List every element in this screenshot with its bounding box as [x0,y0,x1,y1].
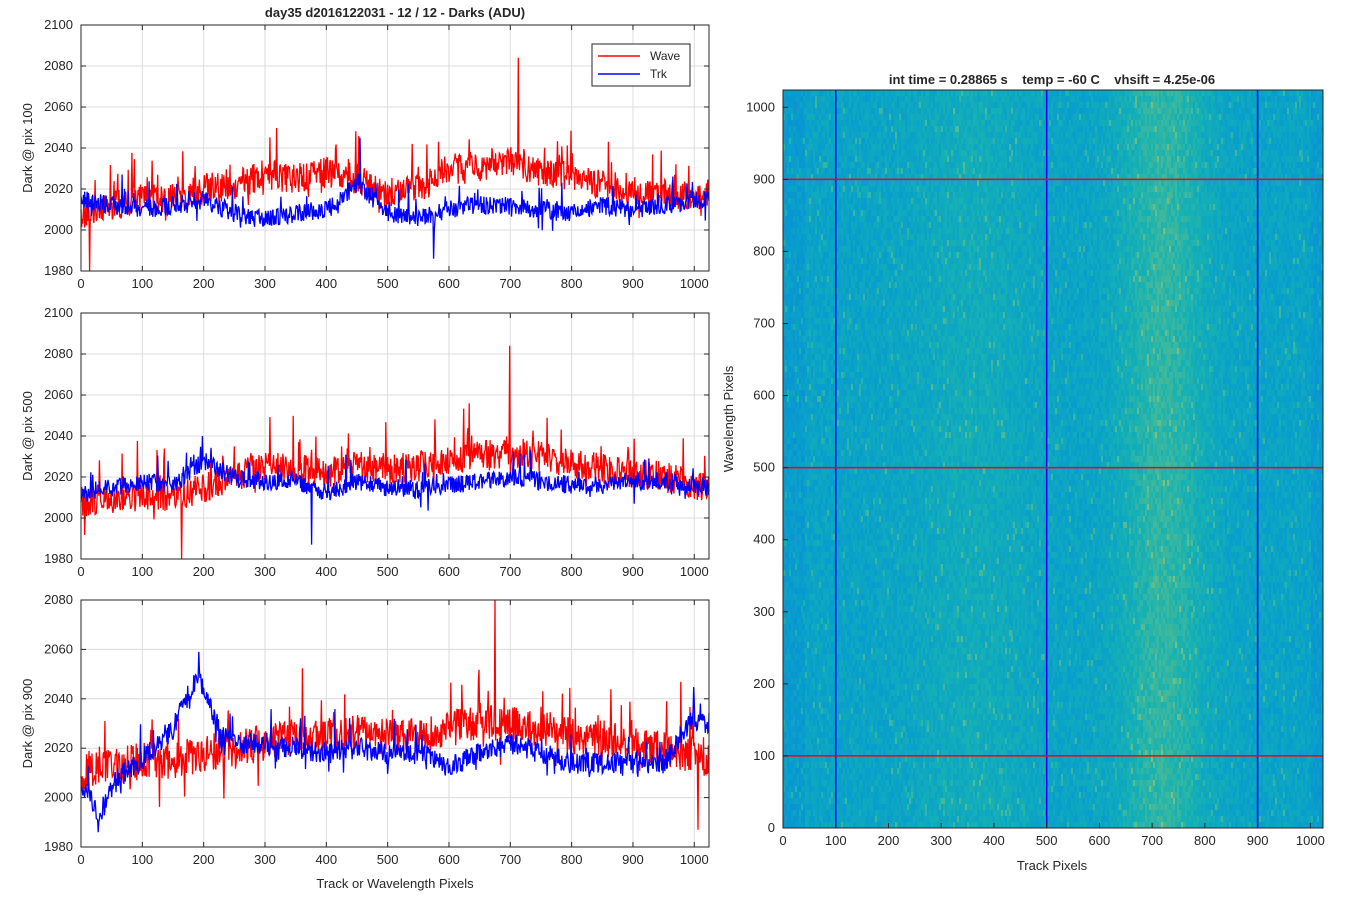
y-tick-label: 2040 [44,691,73,706]
x-tick-label: 800 [561,852,583,867]
line-panel-top: 0 100 200 300 400 500 600 700 800 900 1000 1980 2000… [20,17,709,291]
x-tick-label: 0 [77,564,84,579]
x-tick-label: 400 [315,852,337,867]
x-tick-label: 400 [315,564,337,579]
legend-label-trk: Trk [650,67,668,81]
y-axis-label: Dark @ pix 900 [20,679,35,769]
x-tick-label: 900 [622,564,644,579]
heatmap-panel: 0 100 200 300 400 500 600 700 800 900 100001002003… [721,90,1325,848]
x-tick-label: 800 [561,276,583,291]
x-tick-label: 600 [438,852,460,867]
y-tick-label: 2080 [44,592,73,607]
x-tick-label: 500 [377,276,399,291]
y-tick-label: 2060 [44,99,73,114]
x-tick-label: 300 [254,852,276,867]
y-axis-label: Dark @ pix 100 [20,103,35,193]
legend-label-wave: Wave [650,49,681,63]
plot-layer: 0 100 200 300 400 500 600 700 800 900 100019802000… [20,17,1325,867]
y-tick-label: 2020 [44,181,73,196]
y-tick-label: 2080 [44,58,73,73]
y-tick-label: 1980 [44,263,73,278]
x-tick-label: 400 [315,276,337,291]
x-tick-label: 300 [254,564,276,579]
line-panel-bottom: 0 100 200 300 400 500 600 700 800 900 1000 1980 2000… [20,592,709,867]
x-tick-label: 1000 [680,852,709,867]
y-tick-label: 2020 [44,469,73,484]
x-tick-label: 800 [561,564,583,579]
y-tick-label: 2000 [44,222,73,237]
y-tick-label: 2000 [44,790,73,805]
y-tick-label: 2080 [44,346,73,361]
y-tick-label: 2000 [44,510,73,525]
x-tick-label: 100 [131,852,153,867]
y-tick-label: 1980 [44,551,73,566]
y-tick-label: 2060 [44,387,73,402]
x-tick-label: 0 [77,852,84,867]
x-tick-label: 700 [499,276,521,291]
line-panel-middle: 0 100 200 300 400 500 600 700 800 900 1000 1980 2000… [20,305,709,579]
y-tick-label: 2040 [44,428,73,443]
x-tick-label: 600 [438,276,460,291]
figure-title: day35 d2016122031 - 12 / 12 - Darks (ADU… [265,5,525,20]
y-axis-label: Dark @ pix 500 [20,391,35,481]
x-tick-label: 1000 [680,276,709,291]
y-tick-label: 2100 [44,305,73,320]
x-tick-label: 200 [193,852,215,867]
x-tick-label: 0 [77,276,84,291]
x-tick-label: 200 [193,276,215,291]
y-tick-label: 2040 [44,140,73,155]
y-tick-label: 2060 [44,641,73,656]
x-tick-label: 500 [377,564,399,579]
x-tick-label: 700 [499,852,521,867]
y-tick-label: 2020 [44,740,73,755]
x-tick-label: 300 [254,276,276,291]
x-tick-label: 1000 [680,564,709,579]
x-tick-label: 500 [377,852,399,867]
x-tick-label: 700 [499,564,521,579]
x-tick-label: 900 [622,852,644,867]
x-tick-label: 900 [622,276,644,291]
x-tick-label: 200 [193,564,215,579]
y-tick-label: 1980 [44,839,73,854]
x-tick-label: 100 [131,564,153,579]
x-tick-label: 600 [438,564,460,579]
x-tick-label: 100 [131,276,153,291]
y-tick-label: 2100 [44,17,73,32]
